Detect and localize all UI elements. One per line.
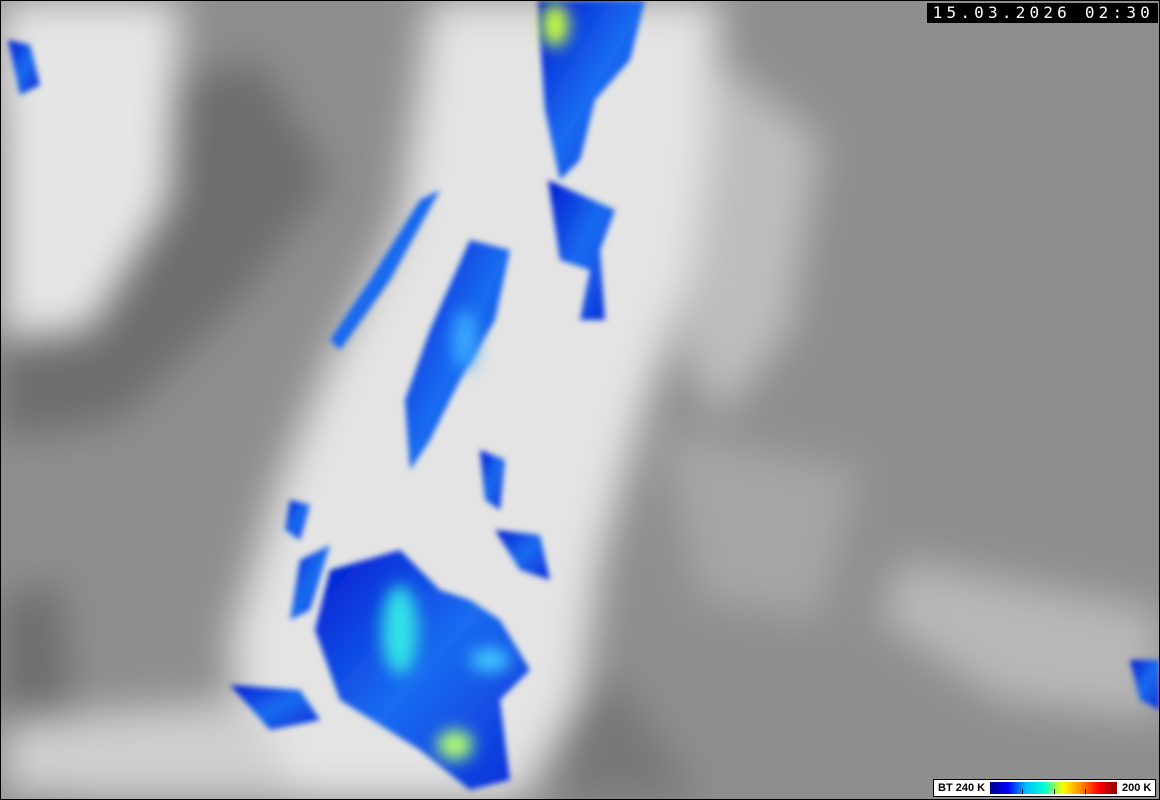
- legend-low-label: BT 240 K: [938, 782, 986, 794]
- colorbar-tick: [1021, 789, 1023, 794]
- cold-cores: [382, 3, 569, 760]
- colorbar: [990, 782, 1117, 794]
- colorbar-legend: BT 240 K 200 K: [933, 779, 1156, 797]
- legend-high-label: 200 K: [1122, 782, 1152, 794]
- colorbar-tick: [1053, 789, 1055, 794]
- timestamp-label: 15.03.2026 02:30: [926, 3, 1158, 23]
- cold-cloud-tops: [8, 0, 1160, 790]
- colorbar-tick: [1085, 789, 1087, 794]
